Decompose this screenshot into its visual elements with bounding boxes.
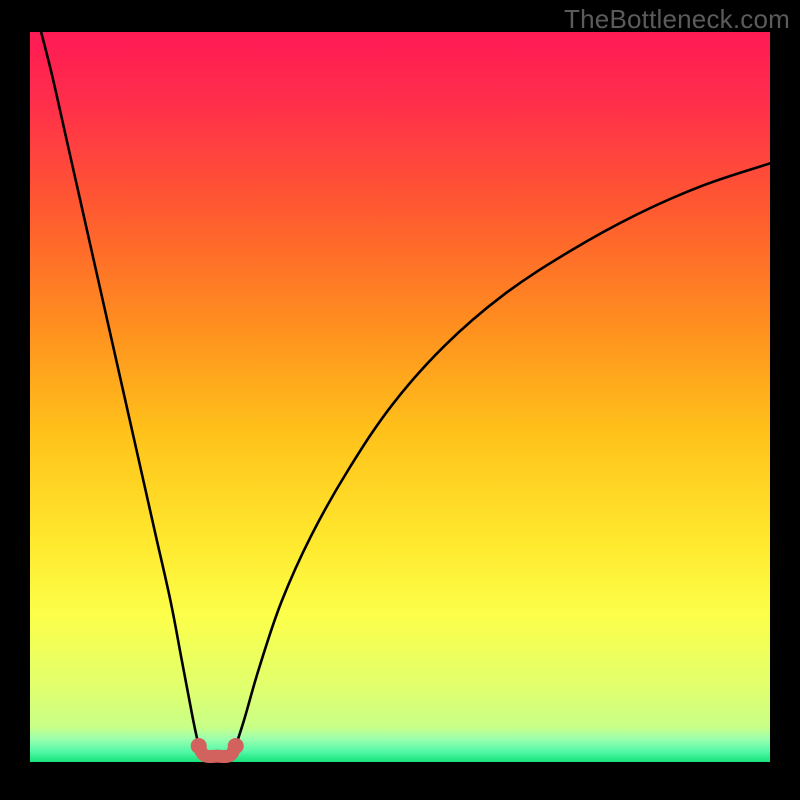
watermark-text: TheBottleneck.com (564, 4, 790, 35)
bottleneck-chart (0, 0, 800, 800)
chart-frame: TheBottleneck.com (0, 0, 800, 800)
segment-end-dot-1 (228, 738, 244, 754)
segment-end-dot-0 (191, 738, 207, 754)
